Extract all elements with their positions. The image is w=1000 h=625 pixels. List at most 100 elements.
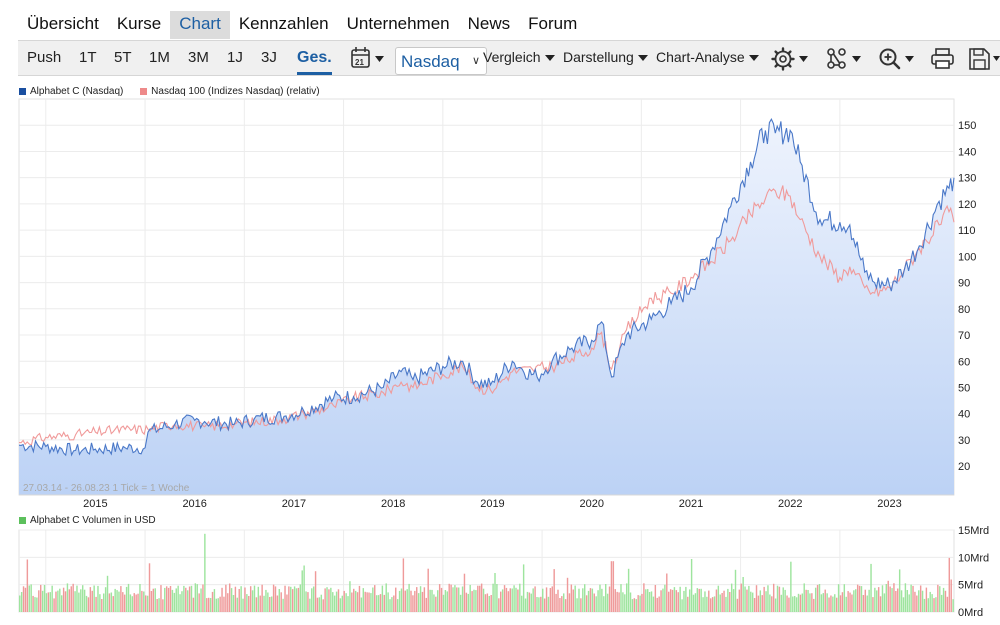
volume-bar (738, 589, 741, 612)
volume-bar (269, 597, 271, 612)
volume-bar (919, 585, 922, 612)
legend-swatch (19, 516, 26, 524)
tab-unternehmen[interactable]: Unternehmen (346, 14, 450, 33)
volume-bar (209, 598, 212, 612)
volume-bar (265, 589, 267, 612)
volume-bar (419, 586, 422, 612)
volume-bar (715, 589, 718, 612)
period-3j-button[interactable]: 3J (261, 49, 277, 66)
volume-bar (816, 584, 819, 612)
volume-bar (860, 586, 863, 612)
volume-bar (501, 589, 504, 612)
calendar-dropdown[interactable]: 21 (350, 44, 388, 74)
volume-bar (297, 587, 300, 612)
volume-bar (517, 589, 519, 612)
volume-bar (700, 588, 702, 612)
volume-bar (608, 586, 611, 612)
volume-bar (563, 593, 565, 612)
volume-bar (874, 587, 876, 612)
volume-bar (843, 584, 846, 612)
tab-kennzahlen[interactable]: Kennzahlen (238, 14, 329, 33)
volume-bar (505, 587, 508, 612)
volume-bar (650, 591, 653, 612)
volume-bar (349, 581, 351, 612)
period-ges-button[interactable]: Ges. (297, 41, 332, 75)
volume-bar (116, 590, 118, 612)
volume-bar (837, 584, 840, 612)
volume-bar (162, 599, 164, 612)
chevron-down-icon (905, 56, 914, 62)
volume-bar (446, 591, 448, 612)
print-button[interactable] (930, 44, 956, 74)
volume-bar (154, 588, 156, 612)
volume-bar (270, 596, 273, 612)
chart-analyse-menu[interactable]: Chart-Analyse (656, 41, 759, 75)
tab-forum[interactable]: Forum (528, 14, 578, 33)
volume-bar (360, 597, 363, 612)
period-1t-button[interactable]: 1T (79, 49, 97, 66)
darstellung-menu[interactable]: Darstellung (563, 41, 648, 75)
volume-bar (793, 596, 796, 612)
volume-bar (255, 597, 258, 612)
volume-bar (381, 585, 384, 612)
volume-bar (351, 592, 353, 612)
volume-bar (219, 596, 221, 612)
y-tick-label: 110 (958, 225, 976, 237)
volume-bar (585, 595, 588, 612)
save-menu[interactable] (968, 44, 1000, 74)
period-push-button[interactable]: Push (27, 49, 62, 66)
volume-bar (944, 590, 947, 612)
volume-bar (942, 587, 945, 612)
y-tick-label: 30 (958, 435, 970, 447)
volume-bar (593, 593, 595, 612)
volume-bar (803, 583, 805, 612)
volume-bar (904, 583, 907, 612)
volume-bar (286, 594, 288, 612)
volume-bar (599, 584, 601, 612)
volume-bar (948, 557, 951, 612)
volume-bar (725, 596, 727, 612)
volume-bar (698, 588, 700, 612)
volume-bar (467, 593, 469, 612)
legend-item-alphabet: Alphabet C (Nasdaq) (19, 86, 123, 97)
volume-bar (440, 587, 443, 612)
tab-chart[interactable]: Chart (170, 11, 230, 39)
volume-bar (215, 598, 218, 612)
exchange-select[interactable]: Nasdaq ∨ (395, 47, 487, 75)
volume-bar (925, 587, 928, 612)
indicators-menu[interactable] (825, 44, 865, 74)
settings-menu[interactable] (771, 44, 811, 74)
volume-bar (868, 589, 870, 612)
period-1j-button[interactable]: 1J (227, 49, 243, 66)
legend-item-nasdaq: Nasdaq 100 (Indizes Nasdaq) (relativ) (140, 86, 320, 97)
volume-bar (358, 585, 361, 612)
tab-kurse[interactable]: Kurse (116, 14, 162, 33)
volume-bar (343, 590, 345, 612)
period-5t-button[interactable]: 5T (114, 49, 132, 66)
volume-bar (448, 583, 450, 612)
volume-bar (307, 592, 309, 612)
volume-y-tick-label: 0Mrd (958, 607, 983, 619)
volume-bar (242, 598, 244, 612)
volume-bar (396, 599, 399, 612)
period-1m-button[interactable]: 1M (149, 49, 170, 66)
volume-bar (452, 587, 454, 612)
volume-bar (207, 597, 210, 612)
y-tick-label: 50 (958, 382, 970, 394)
volume-bar (778, 586, 781, 612)
volume-bar (410, 590, 412, 612)
volume-bar (763, 586, 765, 612)
volume-bar (809, 593, 811, 612)
vergleich-menu[interactable]: Vergleich (483, 41, 555, 75)
volume-bar (887, 580, 889, 612)
volume-bar (74, 591, 76, 612)
volume-bar (885, 584, 888, 612)
volume-bar (912, 585, 914, 612)
zoom-menu[interactable] (877, 44, 917, 74)
tab-news[interactable]: News (467, 14, 511, 33)
period-3m-button[interactable]: 3M (188, 49, 209, 66)
tab-uebersicht[interactable]: Übersicht (27, 14, 99, 33)
volume-bar (480, 583, 483, 612)
volume-bar (261, 584, 263, 612)
